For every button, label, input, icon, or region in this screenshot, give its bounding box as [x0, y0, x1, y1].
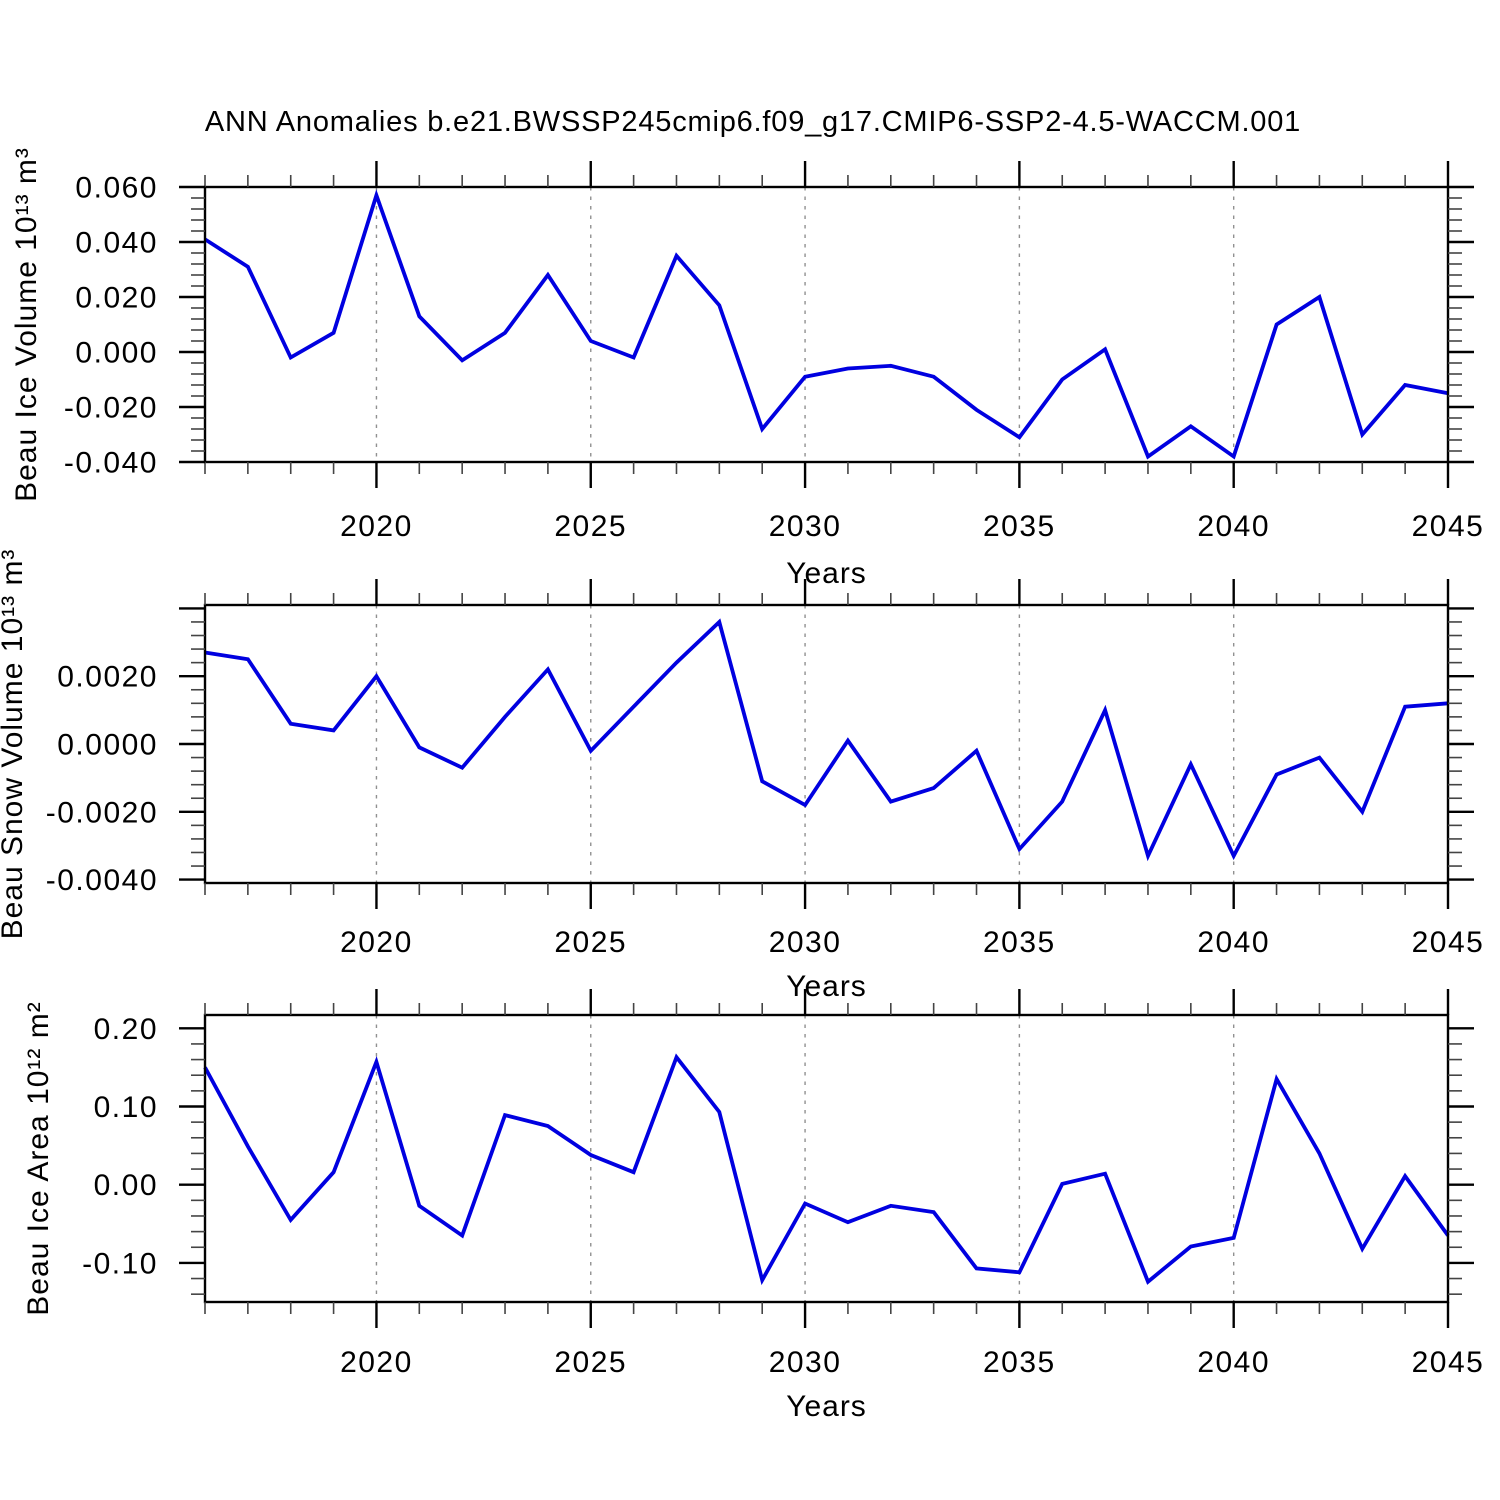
x-tick-label-2040: 2040 — [1197, 510, 1270, 543]
x-tick-label-2020: 2020 — [340, 1346, 413, 1379]
x-tick-label-2045: 2045 — [1412, 926, 1485, 959]
x-tick-label-2045: 2045 — [1412, 510, 1485, 543]
y-tick-label--0.0020: -0.0020 — [46, 796, 158, 829]
y-tick-label-0.000: 0.000 — [75, 337, 158, 370]
plot-frame — [203, 1013, 1450, 1304]
chart-title: ANN Anomalies b.e21.BWSSP245cmip6.f09_g1… — [205, 106, 1301, 138]
x-tick-label-2040: 2040 — [1197, 1346, 1270, 1379]
y-tick-label-0.10: 0.10 — [94, 1091, 158, 1124]
x-tick-label-2040: 2040 — [1197, 926, 1270, 959]
y-tick-label-0.060: 0.060 — [75, 172, 158, 205]
x-axis-label-panel3: Years — [786, 1390, 867, 1423]
data-line-beau-ice-area — [203, 1053, 1450, 1286]
panel-beau-ice-volume: 2020 2025 2030 2035 2040 2045 0.060 0.040 0.020 0… — [64, 161, 1485, 543]
panel-beau-snow-volume: 2020 2025 2030 2035 2040 2045 0.0020 0.0000 -0.0… — [46, 579, 1485, 959]
y-axis-label-snow-volume: Beau Snow Volume 10¹³ m³ — [0, 549, 29, 940]
y-tick-label-0.040: 0.040 — [75, 227, 158, 260]
x-tick-label-2025: 2025 — [554, 926, 627, 959]
y-tick-label--0.10: -0.10 — [82, 1247, 158, 1280]
x-tick-label-2045: 2045 — [1412, 1346, 1485, 1379]
x-tick-label-2030: 2030 — [769, 1346, 842, 1379]
data-line-beau-snow-volume — [204, 618, 1449, 862]
x-axis-label-panel2: Years — [786, 970, 867, 1003]
x-axis-label-panel1: Years — [786, 557, 867, 590]
y-axis-label-ice-volume: Beau Ice Volume 10¹³ m³ — [10, 147, 43, 502]
y-tick-label-0.020: 0.020 — [75, 282, 158, 315]
y-tick-label-0.0000: 0.0000 — [57, 729, 158, 762]
x-tick-label-2030: 2030 — [769, 926, 842, 959]
x-tick-label-2035: 2035 — [983, 510, 1056, 543]
y-tick-label-0.0020: 0.0020 — [57, 661, 158, 694]
y-tick-label-0.00: 0.00 — [94, 1169, 158, 1202]
panels-container: 2020 2025 2030 2035 2040 2045 0.060 0.040 0.020 0… — [46, 161, 1485, 1379]
x-tick-label-2025: 2025 — [554, 1346, 627, 1379]
plot-frame — [203, 185, 1450, 464]
y-tick-label--0.040: -0.040 — [64, 447, 158, 480]
y-axis-label-ice-area: Beau Ice Area 10¹² m² — [22, 1001, 55, 1315]
x-tick-label-2030: 2030 — [769, 510, 842, 543]
panel-beau-ice-area: 2020 2025 2030 2035 2040 2045 0.20 0.10 0.00 -0.1… — [82, 989, 1485, 1379]
x-tick-label-2035: 2035 — [983, 926, 1056, 959]
x-tick-label-2020: 2020 — [340, 510, 413, 543]
x-tick-label-2025: 2025 — [554, 510, 627, 543]
y-tick-label-0.20: 0.20 — [94, 1013, 158, 1046]
x-tick-label-2035: 2035 — [983, 1346, 1056, 1379]
y-tick-label--0.020: -0.020 — [64, 392, 158, 425]
x-tick-label-2020: 2020 — [340, 926, 413, 959]
y-tick-label--0.0040: -0.0040 — [46, 864, 158, 897]
data-line-beau-ice-volume — [203, 189, 1449, 460]
plot-frame — [203, 603, 1450, 885]
